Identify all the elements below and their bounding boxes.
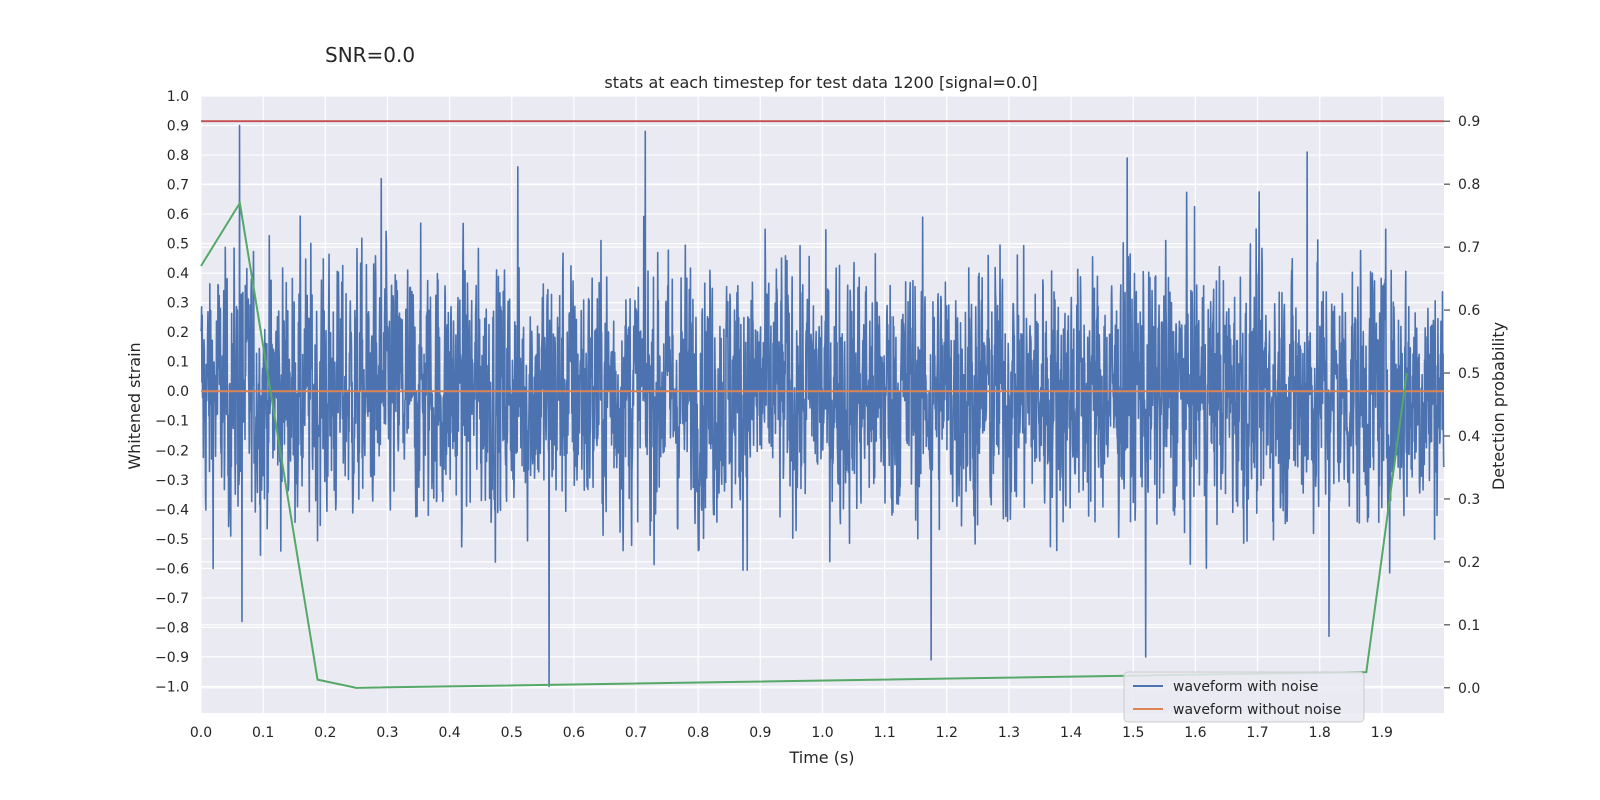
x-tick-label: 1.6 (1184, 725, 1206, 741)
x-tick-label: 0.0 (190, 725, 212, 741)
y-axis-ticks: 1.0 0.9 0.8 0.7 0.6 0.5 0.4 0.3 0.2 0.1 0.0 −0.1 −0.… (155, 89, 189, 695)
y-tick-label: 0.3 (167, 296, 189, 312)
legend-label-waveform-without-noise: waveform without noise (1173, 702, 1341, 718)
x-tick-label: 1.8 (1309, 725, 1331, 741)
y-tick-label: −0.8 (155, 620, 189, 636)
y-tick-label: −0.4 (155, 502, 189, 518)
series-line-detection-probability (200, 200, 1408, 689)
y-tick-label: −1.0 (155, 679, 189, 695)
y-tick-label: 0.4 (167, 266, 189, 282)
y2-tick-label: 0.0 (1458, 681, 1480, 697)
y-tick-label: −0.2 (155, 443, 189, 459)
series-line-waveform-with-noise (200, 124, 1445, 688)
y-tick-label: 0.5 (167, 237, 189, 253)
legend-box (1123, 671, 1365, 723)
y-tick-label: 0.1 (167, 355, 189, 371)
y-tick-label: −0.5 (155, 532, 189, 548)
y2-tick-label: 0.2 (1458, 555, 1480, 571)
x-tick-label: 1.2 (936, 725, 958, 741)
y-tick-label: 0.6 (167, 207, 189, 223)
y-tick-label: −0.6 (155, 561, 189, 577)
x-tick-label: 0.6 (563, 725, 585, 741)
y-tick-label: 0.7 (167, 178, 189, 194)
y2-tick-label: 0.8 (1458, 177, 1480, 193)
x-tick-label: 0.8 (687, 725, 709, 741)
x-tick-label: 1.3 (998, 725, 1020, 741)
x-tick-label: 1.7 (1246, 725, 1268, 741)
y-tick-label: −0.3 (155, 473, 189, 489)
y2-axis-label: Detection probability (1489, 322, 1508, 490)
x-tick-label: 0.7 (625, 725, 647, 741)
x-tick-label: 1.5 (1122, 725, 1144, 741)
y-tick-label: 0.8 (167, 148, 189, 164)
x-tick-label: 0.1 (252, 725, 274, 741)
y2-tick-label: 0.4 (1458, 429, 1480, 445)
y-tick-label: 1.0 (167, 89, 189, 105)
x-tick-label: 0.5 (501, 725, 523, 741)
y-axis-label: Whitened strain (125, 342, 144, 469)
x-axis-ticks: 0.0 0.1 0.2 0.3 0.4 0.5 0.6 0.7 0.8 0.9 1.0 1.1 1.2 1… (190, 725, 1393, 741)
x-tick-label: 1.1 (874, 725, 896, 741)
x-tick-label: 1.9 (1371, 725, 1393, 741)
x-tick-label: 0.9 (749, 725, 771, 741)
legend: waveform with noise waveform without noi… (1123, 671, 1365, 723)
x-tick-label: 0.3 (376, 725, 398, 741)
x-tick-label: 1.0 (811, 725, 833, 741)
y-tick-label: −0.9 (155, 650, 189, 666)
y2-axis-ticks: 0.9 0.8 0.7 0.6 0.5 0.4 0.3 0.2 0.1 0.0 (1444, 114, 1480, 697)
x-tick-label: 0.2 (314, 725, 336, 741)
y2-tick-label: 0.6 (1458, 303, 1480, 319)
chart-title: stats at each timestep for test data 120… (604, 73, 1037, 92)
y2-tick-label: 0.3 (1458, 492, 1480, 508)
y2-tick-label: 0.7 (1458, 240, 1480, 256)
y-tick-label: 0.0 (167, 384, 189, 400)
y-tick-label: 0.2 (167, 325, 189, 341)
y2-tick-label: 0.5 (1458, 366, 1480, 382)
y-tick-label: −0.1 (155, 414, 189, 430)
y-tick-label: 0.9 (167, 119, 189, 135)
y-tick-label: −0.7 (155, 591, 189, 607)
x-tick-label: 0.4 (438, 725, 460, 741)
figure-suptitle: SNR=0.0 (325, 43, 415, 67)
y2-tick-label: 0.1 (1458, 618, 1480, 634)
x-axis-label: Time (s) (788, 748, 854, 767)
legend-label-waveform-with-noise: waveform with noise (1173, 679, 1318, 695)
y2-tick-label: 0.9 (1458, 114, 1480, 130)
x-tick-label: 1.4 (1060, 725, 1082, 741)
